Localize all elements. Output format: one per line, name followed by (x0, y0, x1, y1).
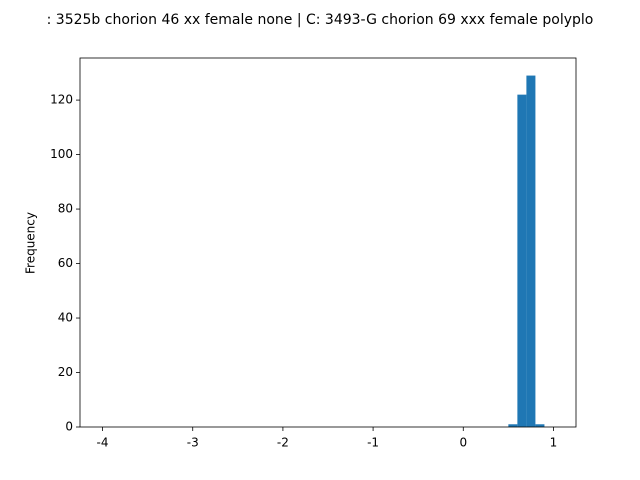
y-axis-label: Frequency (24, 212, 38, 274)
x-tick-label: 0 (459, 436, 467, 450)
y-tick-label: 40 (58, 311, 73, 325)
x-tick-label: -2 (277, 436, 289, 450)
x-tick-label: -3 (187, 436, 199, 450)
x-tick-label: -1 (367, 436, 379, 450)
x-tick-label: -4 (97, 436, 109, 450)
bar (526, 75, 536, 428)
y-tick-label: 80 (58, 202, 73, 216)
bar (517, 94, 527, 427)
bar (508, 424, 518, 427)
bar (535, 424, 545, 427)
y-tick-label: 0 (65, 420, 73, 434)
y-tick-label: 20 (58, 365, 73, 379)
y-tick-label: 60 (58, 256, 73, 270)
y-tick-label: 120 (50, 93, 73, 107)
x-tick-label: 1 (550, 436, 558, 450)
chart-title: : 3525b chorion 46 xx female none | C: 3… (47, 12, 594, 28)
plot-frame (79, 57, 577, 428)
y-tick-label: 100 (50, 147, 73, 161)
